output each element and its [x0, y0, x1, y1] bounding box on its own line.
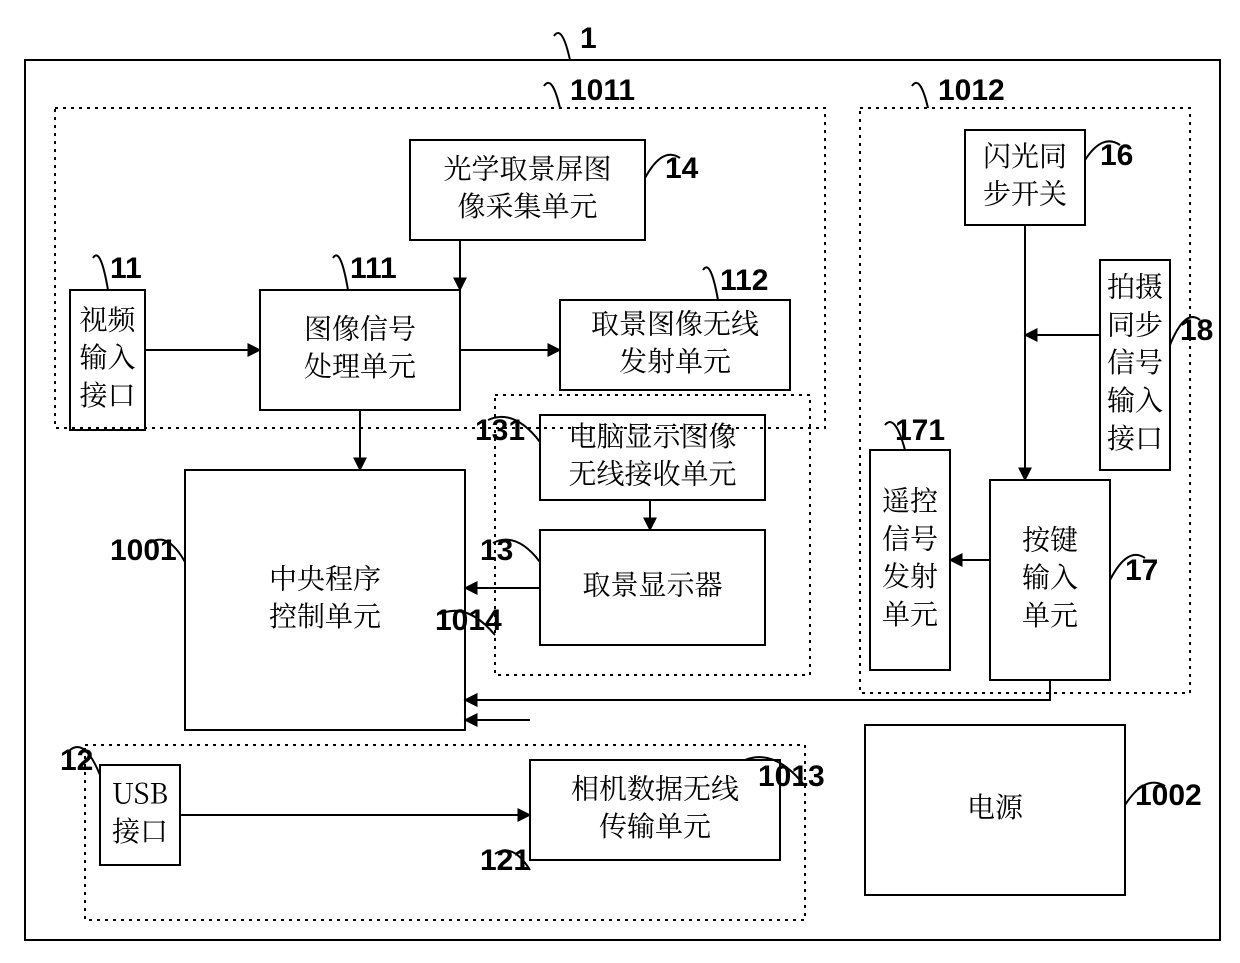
- node-n12-text-line: USB: [112, 772, 168, 812]
- ref-label: 18: [1180, 314, 1213, 347]
- node-n11-text-line: 输入: [79, 336, 135, 376]
- node-n17-text-line: 输入: [1022, 556, 1078, 596]
- ref-label: 16: [1100, 139, 1133, 172]
- ref-label: 12: [60, 744, 93, 777]
- node-n14-text-line: 像采集单元: [457, 185, 597, 225]
- node-n16-text-line: 闪光同: [983, 135, 1067, 175]
- node-n18-text-line: 接口: [1107, 417, 1163, 457]
- ref-label: 171: [895, 414, 945, 447]
- node-n18-text-line: 输入: [1107, 379, 1163, 419]
- ref-label: 17: [1125, 554, 1158, 587]
- node-n131-text-line: 无线接收单元: [568, 453, 736, 493]
- node-n121-text-line: 传输单元: [599, 805, 711, 845]
- ref-lead: [93, 255, 108, 290]
- node-n11-text-line: 接口: [79, 374, 135, 414]
- ref-lead: [912, 83, 928, 108]
- node-n17-text-line: 按键: [1022, 518, 1078, 558]
- node-n121-text-line: 相机数据无线: [571, 767, 739, 807]
- node-n18-text-line: 信号: [1107, 341, 1163, 381]
- ref-label: 11: [110, 252, 142, 285]
- ref-label: 1: [580, 22, 597, 55]
- ref-label: 111: [350, 252, 397, 285]
- node-n111-text-line: 处理单元: [304, 345, 416, 385]
- ref-label: 131: [475, 414, 525, 447]
- ref-label: 1002: [1135, 779, 1202, 812]
- node-n18-text-line: 拍摄: [1107, 266, 1163, 306]
- node-n171-text-line: 信号: [882, 517, 938, 557]
- node-n16-text-line: 步开关: [983, 173, 1067, 213]
- node-n14-text-line: 光学取景屏图: [443, 147, 611, 187]
- ref-label: 1012: [938, 74, 1005, 107]
- ref-lead: [333, 255, 348, 290]
- node-n112-text-line: 发射单元: [619, 340, 731, 380]
- ref-label: 1001: [110, 534, 177, 567]
- node-n171-text-line: 单元: [882, 593, 938, 633]
- edge-arrow: [465, 680, 1050, 700]
- node-n131-text-line: 电脑显示图像: [568, 415, 736, 455]
- ref-label: 1013: [758, 760, 825, 793]
- node-n1001-text-line: 中央程序: [269, 557, 381, 597]
- ref-lead: [554, 33, 570, 60]
- node-n13-text-line: 取景显示器: [582, 564, 722, 604]
- ref-label: 121: [480, 844, 530, 877]
- node-n11-text-line: 视频: [79, 298, 136, 338]
- node-n18-text-line: 同步: [1107, 303, 1163, 343]
- node-n17-text-line: 单元: [1022, 594, 1078, 634]
- node-n12-text-line: 接口: [112, 810, 168, 850]
- diagram-root: 11011101210131014中央程序控制单元1001视频输入接口11图像信…: [0, 0, 1240, 963]
- node-n1001-text-line: 控制单元: [269, 595, 381, 635]
- node-n112-text-line: 取景图像无线: [591, 302, 759, 342]
- ref-lead: [544, 83, 560, 108]
- node-n1002-text-line: 电源: [967, 786, 1024, 826]
- node-n111-text-line: 图像信号: [304, 307, 416, 347]
- ref-label: 112: [720, 264, 768, 297]
- node-n171-text-line: 遥控: [882, 480, 938, 520]
- ref-label: 1014: [435, 604, 502, 637]
- node-n171-text-line: 发射: [882, 555, 938, 595]
- ref-lead: [703, 267, 718, 300]
- ref-label: 14: [665, 152, 699, 185]
- ref-label: 1011: [570, 74, 635, 107]
- ref-label: 13: [480, 534, 513, 567]
